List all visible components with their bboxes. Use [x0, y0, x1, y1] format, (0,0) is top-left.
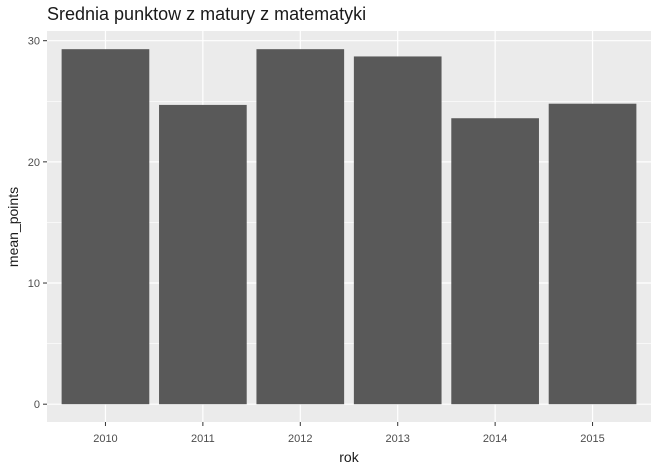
x-tick-label: 2015	[580, 433, 604, 445]
chart-title: Srednia punktow z matury z matematyki	[47, 4, 367, 24]
y-axis-title: mean_points	[5, 187, 21, 267]
y-tick-label: 10	[28, 278, 40, 290]
x-axis: 2010 2011 2012 2013 2014 2015	[93, 422, 605, 445]
bar-2012	[256, 49, 345, 405]
y-axis: 0 10 20 30	[28, 36, 47, 411]
x-tick-label: 2012	[288, 433, 312, 445]
x-tick-label: 2013	[385, 433, 409, 445]
x-tick-label: 2010	[93, 433, 117, 445]
bar-2014	[451, 118, 539, 405]
y-tick-label: 30	[28, 36, 40, 48]
x-tick-label: 2014	[483, 433, 507, 445]
y-tick-label: 0	[34, 399, 40, 411]
x-axis-title: rok	[339, 449, 359, 465]
bar-2010	[61, 49, 150, 405]
bar-2015	[548, 103, 637, 405]
bar-2013	[353, 56, 442, 405]
bar-2011	[159, 104, 247, 405]
bars	[61, 49, 637, 405]
y-tick-label: 20	[28, 157, 40, 169]
x-tick-label: 2011	[191, 433, 215, 445]
